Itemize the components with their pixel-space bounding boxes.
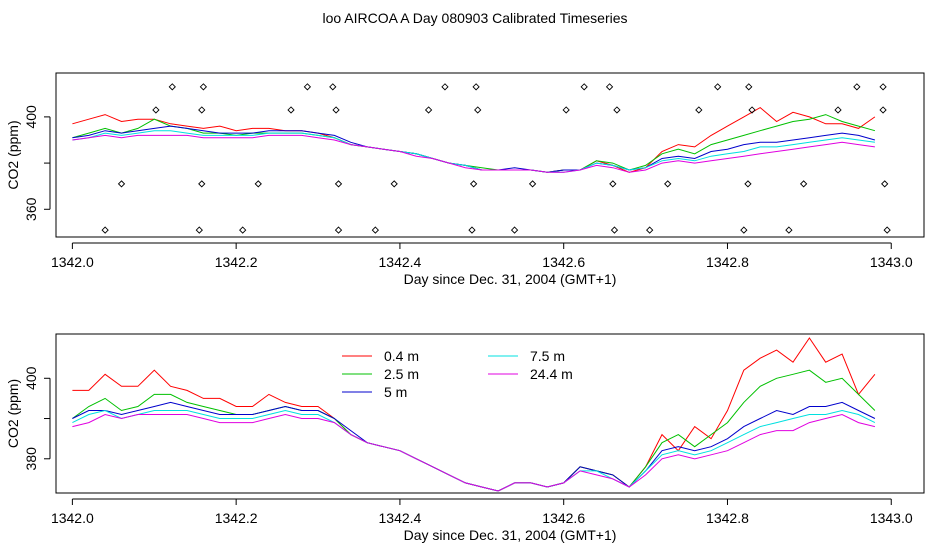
legend-label-s04: 0.4 m <box>384 348 419 364</box>
y-axis-label: CO2 (ppm) <box>5 379 21 448</box>
legend: 0.4 m 2.5 m 5 m 7.5 m 24.4 m <box>342 348 573 400</box>
diamond-marker <box>610 226 619 234</box>
diamond-marker <box>613 106 621 114</box>
diamond-marker <box>195 226 203 234</box>
diamond-marker <box>254 180 262 188</box>
diamond-marker <box>198 180 206 188</box>
series-line-s244 <box>72 134 875 173</box>
y-tick-label: 400 <box>23 366 39 390</box>
y-tick-label: 360 <box>23 197 39 221</box>
diamond-marker <box>714 83 722 91</box>
plot-panel-2: 1342.0 1342.2 1342.4 1342.6 1342.8 1343.0 Day … <box>5 333 925 543</box>
plot-frame <box>55 333 925 494</box>
legend-label-s5: 5 m <box>384 384 407 400</box>
series-line-s04 <box>72 106 876 173</box>
x-tick-label: 1342.8 <box>706 254 749 270</box>
y-axis-label: CO2 (ppm) <box>5 120 21 189</box>
diamond-marker <box>474 106 482 114</box>
diamond-marker <box>334 226 343 234</box>
series-line-s244 <box>72 413 876 492</box>
diamond-marker <box>332 106 340 114</box>
series-line-s25 <box>72 114 876 173</box>
diamond-marker <box>740 226 748 234</box>
diamond-marker <box>664 180 672 188</box>
diamond-marker <box>799 180 808 188</box>
x-tick-label: 1342.6 <box>542 510 585 526</box>
diamond-marker <box>198 106 206 114</box>
x-axis-label: Day since Dec. 31, 2004 (GMT+1) <box>404 271 617 287</box>
diamond-marker <box>334 180 343 188</box>
diamond-marker <box>117 180 126 188</box>
x-tick-label: 1342.0 <box>51 254 94 270</box>
diamond-marker <box>605 83 614 91</box>
diamond-marker <box>744 180 752 188</box>
x-tick-label: 1342.2 <box>215 254 258 270</box>
diamond-marker <box>580 83 588 91</box>
diamond-marker <box>883 226 891 234</box>
diamond-marker <box>879 83 887 91</box>
series-line-s04 <box>72 337 876 492</box>
diamond-marker <box>609 180 617 188</box>
diamond-marker <box>510 226 519 234</box>
x-tick-label: 1342.0 <box>51 510 94 526</box>
diamond-marker <box>329 83 337 91</box>
legend-label-s75: 7.5 m <box>530 348 565 364</box>
legend-label-s25: 2.5 m <box>384 366 419 382</box>
diamond-marker <box>287 106 295 114</box>
diamond-marker <box>390 180 398 188</box>
plot-panel-1: 1342.0 1342.2 1342.4 1342.6 1342.8 1343.0 Day … <box>5 72 925 287</box>
diamond-marker <box>881 180 889 188</box>
diamond-marker <box>469 180 478 188</box>
x-tick-label: 1343.0 <box>870 254 913 270</box>
diamond-marker <box>472 83 480 91</box>
x-tick-label: 1342.6 <box>542 254 585 270</box>
y-tick-label: 380 <box>23 447 39 471</box>
diamond-marker <box>748 106 756 114</box>
diamond-marker <box>424 106 433 114</box>
diamond-marker <box>879 106 887 114</box>
plot-frame <box>55 72 925 238</box>
series-line-s25 <box>72 369 876 492</box>
figure-title: loo AIRCOA A Day 080903 Calibrated Times… <box>322 10 628 26</box>
diamond-marker <box>168 83 176 91</box>
x-tick-label: 1342.8 <box>706 510 749 526</box>
diamond-marker <box>745 83 753 91</box>
diamond-marker <box>152 106 160 114</box>
diamond-marker <box>101 226 109 234</box>
diamond-marker <box>528 180 537 188</box>
x-tick-label: 1342.2 <box>215 510 258 526</box>
x-tick-label: 1342.4 <box>379 510 422 526</box>
diamond-marker <box>853 83 861 91</box>
diamond-marker <box>239 226 247 234</box>
x-axis-label: Day since Dec. 31, 2004 (GMT+1) <box>404 527 617 543</box>
diamond-marker <box>834 106 842 114</box>
diamond-marker <box>371 226 379 234</box>
diamond-marker <box>785 226 793 234</box>
diamond-marker <box>562 106 570 114</box>
y-tick-label: 400 <box>23 105 39 129</box>
legend-label-s244: 24.4 m <box>530 366 573 382</box>
x-tick-label: 1343.0 <box>870 510 913 526</box>
diamond-marker <box>695 106 703 114</box>
diamond-marker <box>441 83 449 91</box>
diamond-marker <box>468 226 476 234</box>
series-line-s75 <box>72 409 876 492</box>
diamond-marker <box>303 83 312 91</box>
diamond-marker <box>646 226 654 234</box>
series-line-s5 <box>72 125 876 173</box>
x-tick-label: 1342.4 <box>379 254 422 270</box>
series-line-s75 <box>72 130 875 173</box>
diamond-marker <box>199 83 208 91</box>
